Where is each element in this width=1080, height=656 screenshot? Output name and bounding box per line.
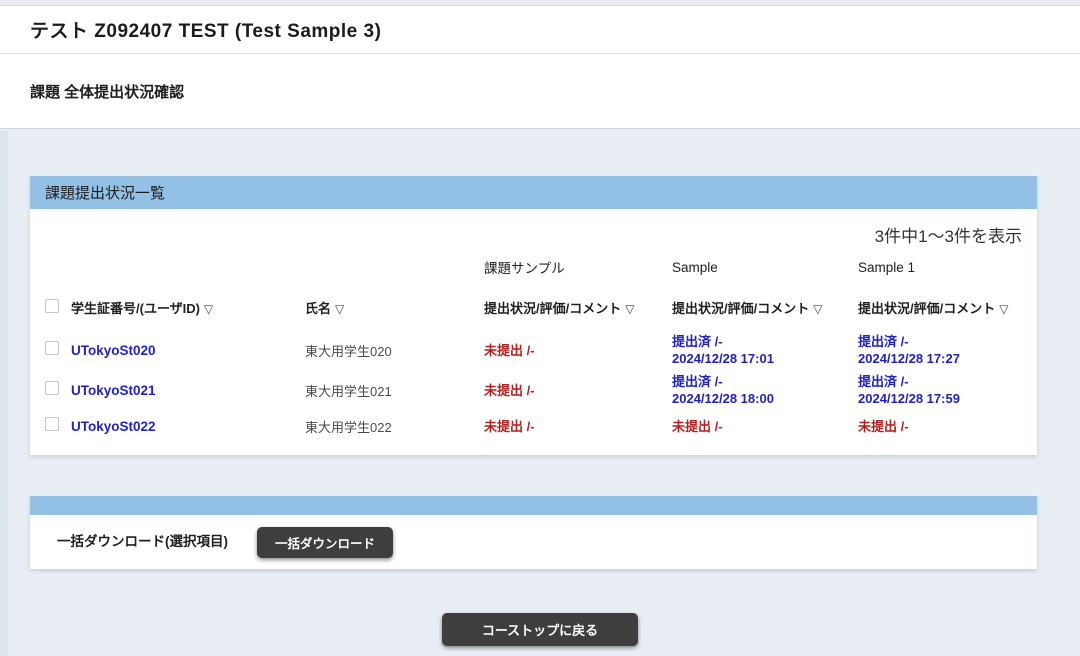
status-cell: 提出済 /- 2024/12/28 17:01	[672, 333, 858, 367]
browser-chrome-strip	[0, 0, 1080, 6]
status-cell: 未提出 /-	[484, 342, 535, 358]
student-id-link[interactable]: UTokyoSt020	[71, 342, 156, 358]
assignment-name-row: 課題サンプル Sample Sample 1	[45, 257, 1022, 277]
table-row: UTokyoSt022 東大用学生022 未提出 /- 未提出 /- 未提出 /…	[45, 410, 1022, 443]
submission-date: 2024/12/28 18:00	[672, 391, 774, 406]
submission-status-panel: 課題提出状況一覧 3件中1〜3件を表示 課題サンプル Sample Sample…	[30, 176, 1037, 455]
table-row: UTokyoSt020 東大用学生020 未提出 /- 提出済 /- 2024/1…	[45, 330, 1022, 370]
panel-title-bar: 課題提出状況一覧	[30, 176, 1037, 209]
course-title: テスト Z092407 TEST (Test Sample 3)	[30, 21, 382, 42]
sort-down-icon[interactable]: ▽	[813, 302, 823, 316]
row-checkbox[interactable]	[45, 340, 59, 355]
col-header-name[interactable]: 氏名 ▽	[305, 301, 345, 316]
page-title-bar: 課題 全体提出状況確認	[0, 54, 1080, 128]
assignment-name: Sample 1	[858, 259, 916, 275]
course-header: テスト Z092407 TEST (Test Sample 3)	[0, 6, 1080, 54]
table-row: UTokyoSt021 東大用学生021 未提出 /- 提出済 /- 2024/1…	[45, 370, 1022, 410]
row-checkbox[interactable]	[45, 417, 59, 431]
student-id-link[interactable]: UTokyoSt021	[71, 382, 156, 398]
submission-table-body: 3件中1〜3件を表示 課題サンプル Sample Sample 1 学生証番号/…	[30, 209, 1037, 455]
panel-title: 課題提出状況一覧	[45, 185, 166, 202]
bulk-download-label: 一括ダウンロード(選択項目)	[57, 533, 228, 549]
col-header-status-1[interactable]: 提出状況/評価/コメント ▽	[484, 301, 635, 316]
submission-date: 2024/12/28 17:59	[858, 391, 960, 406]
sort-down-icon[interactable]: ▽	[204, 302, 214, 316]
status-cell: 提出済 /- 2024/12/28 18:00	[672, 373, 858, 407]
column-header-row: 学生証番号/(ユーザID) ▽ 氏名 ▽ 提出状況/評価/コメント ▽ 提出状況/評価…	[45, 298, 1022, 317]
sort-down-icon[interactable]: ▽	[999, 302, 1009, 316]
student-name: 東大用学生022	[305, 420, 392, 435]
sort-down-icon[interactable]: ▽	[335, 302, 345, 316]
page-header: テスト Z092407 TEST (Test Sample 3) 課題 全体提出…	[0, 6, 1080, 129]
status-cell: 提出済 /- 2024/12/28 17:59	[858, 373, 1022, 407]
result-count: 3件中1〜3件を表示	[874, 227, 1022, 246]
bulk-download-body: 一括ダウンロード(選択項目) 一括ダウンロード	[30, 515, 1037, 569]
sort-down-icon[interactable]: ▽	[625, 302, 635, 316]
col-header-status-2[interactable]: 提出状況/評価/コメント ▽	[672, 301, 823, 316]
assignment-name: 課題サンプル	[484, 261, 565, 276]
bulk-download-button[interactable]: 一括ダウンロード	[257, 526, 394, 558]
bulk-download-panel: 一括ダウンロード(選択項目) 一括ダウンロード	[30, 496, 1037, 569]
submission-date: 2024/12/28 17:27	[858, 351, 960, 366]
status-cell: 未提出 /-	[484, 382, 535, 398]
select-all-checkbox[interactable]	[45, 299, 59, 313]
status-cell: 未提出 /-	[484, 419, 535, 434]
student-name: 東大用学生021	[305, 383, 392, 399]
status-cell: 未提出 /-	[672, 419, 723, 434]
student-name: 東大用学生020	[305, 343, 392, 359]
assignment-name: Sample	[672, 259, 718, 275]
col-header-status-3[interactable]: 提出状況/評価/コメント ▽	[858, 301, 1009, 316]
row-checkbox[interactable]	[45, 380, 59, 395]
status-cell: 未提出 /-	[858, 419, 909, 434]
footer: コーストップに戻る	[0, 613, 1080, 646]
table-rows: UTokyoSt020 東大用学生020 未提出 /- 提出済 /- 2024/1…	[45, 330, 1022, 443]
status-cell: 提出済 /- 2024/12/28 17:27	[858, 333, 1022, 367]
left-edge-strip	[0, 131, 8, 656]
page-title: 課題 全体提出状況確認	[30, 83, 185, 101]
col-header-student-id[interactable]: 学生証番号/(ユーザID) ▽	[71, 301, 214, 316]
student-id-link[interactable]: UTokyoSt022	[71, 419, 156, 434]
submission-date: 2024/12/28 17:01	[672, 351, 774, 366]
back-to-course-top-button[interactable]: コーストップに戻る	[442, 613, 638, 646]
bulk-download-title-bar	[30, 496, 1037, 515]
